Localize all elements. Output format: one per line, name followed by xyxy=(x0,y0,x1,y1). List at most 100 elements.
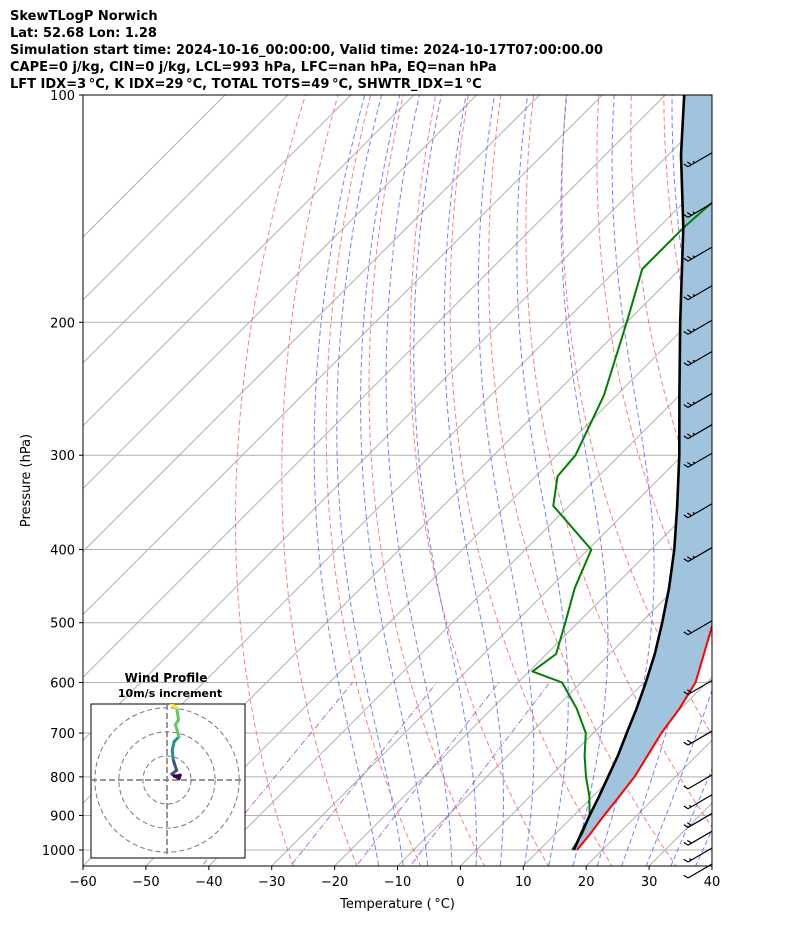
cape-shading xyxy=(573,95,712,850)
wind-barb-flag xyxy=(686,161,692,166)
dry-adiabat-line xyxy=(368,95,486,866)
wind-barb-shaft xyxy=(687,424,713,440)
y-tick-label: 1000 xyxy=(42,844,75,859)
wind-barb-flag xyxy=(686,739,692,744)
hodograph-segment xyxy=(175,706,181,722)
y-axis-label: Pressure (hPa) xyxy=(19,434,34,527)
x-tick-label: 40 xyxy=(704,875,721,890)
y-tick-label: 300 xyxy=(50,449,75,464)
wind-barb-flag xyxy=(683,631,689,636)
x-tick-label: −30 xyxy=(258,875,285,890)
wind-barb-flag xyxy=(683,858,689,863)
wind-barb-flag xyxy=(692,461,696,464)
moist-adiabat-line xyxy=(738,95,794,881)
hodograph-segment xyxy=(173,723,181,739)
moist-adiabat-line xyxy=(313,95,380,866)
wind-barb-flag xyxy=(686,822,692,826)
dry-adiabat-line xyxy=(325,95,422,866)
isotherm-line xyxy=(83,95,352,364)
temperature-line xyxy=(576,622,712,851)
isotherm-line xyxy=(459,613,712,866)
wind-barb-flag xyxy=(692,511,696,515)
chart-title: SkewTLogP Norwich xyxy=(10,9,158,24)
wind-barb-shaft xyxy=(687,503,713,519)
wind-barb xyxy=(683,285,713,301)
wind-barb-shaft xyxy=(687,794,713,810)
isotherm-line xyxy=(83,95,226,238)
wind-barb-flag xyxy=(683,514,689,519)
wind-barb xyxy=(683,812,713,828)
dry-adiabat-line xyxy=(409,95,549,866)
wind-barb-shaft xyxy=(687,246,713,262)
wind-barb-flag xyxy=(686,328,692,333)
moist-adiabat-line xyxy=(596,95,655,866)
wind-barb-flag xyxy=(686,839,692,844)
x-tick-label: 10 xyxy=(515,875,532,890)
wind-barb xyxy=(683,847,713,863)
y-tick-label: 700 xyxy=(50,727,75,742)
wind-barb-flag xyxy=(683,691,689,696)
wind-barb-flag xyxy=(686,255,692,260)
wind-barb-flag xyxy=(689,858,692,861)
wind-barb xyxy=(683,547,713,563)
wind-barb xyxy=(683,452,713,468)
wind-barb xyxy=(683,679,713,696)
hodograph-segment xyxy=(169,704,179,710)
wind-barb-flag xyxy=(686,512,692,517)
mixing-ratio-line xyxy=(409,682,551,866)
dry-adiabat-line xyxy=(728,61,794,882)
wind-barb xyxy=(683,392,713,408)
wind-barb-flag xyxy=(692,401,696,404)
parcel-line xyxy=(572,95,686,851)
wind-barb xyxy=(683,319,713,335)
moist-adiabat-line xyxy=(645,688,712,866)
wind-barb xyxy=(683,246,713,262)
moist-adiabat-line xyxy=(336,95,404,866)
wind-barb-flag xyxy=(683,214,689,218)
hodograph-title: Wind Profile xyxy=(125,671,208,685)
isotherm-line xyxy=(83,95,289,301)
wind-barb xyxy=(683,503,713,519)
wind-barb-shaft xyxy=(687,547,713,563)
x-axis-label: Temperature ( °C) xyxy=(339,897,455,912)
isotherm-line xyxy=(396,550,712,866)
x-tick-label: 0 xyxy=(456,875,464,890)
moist-adiabat-line xyxy=(413,95,477,866)
wind-barb-shaft xyxy=(687,679,713,696)
wind-barb-flag xyxy=(683,435,689,440)
wind-barb-flag xyxy=(683,874,689,879)
moist-adiabat-line xyxy=(443,95,504,866)
wind-barb xyxy=(683,794,713,810)
wind-barb-flag xyxy=(692,293,696,297)
wind-barb-flag xyxy=(683,296,689,301)
wind-barb-flag xyxy=(692,555,696,559)
x-tick-label: 30 xyxy=(641,875,658,890)
wind-barb-flag xyxy=(692,432,696,436)
wind-barb-flag xyxy=(683,163,689,168)
isotherm-line xyxy=(83,95,478,490)
y-tick-label: 900 xyxy=(50,809,75,824)
mixing-ratio-line xyxy=(289,682,438,866)
location-label: Lat: 52.68 Lon: 1.28 xyxy=(10,26,157,41)
wind-barb-flag xyxy=(683,362,689,367)
dry-adiabat-line xyxy=(596,95,712,639)
wind-barb-flag xyxy=(683,404,689,408)
isotherm-line xyxy=(83,110,712,741)
dry-adiabat-line xyxy=(488,95,677,866)
wind-barb-flag xyxy=(683,824,689,828)
dry-adiabat-line xyxy=(663,95,712,411)
wind-barb xyxy=(683,830,713,846)
wind-barb xyxy=(683,351,713,367)
x-tick-label: −60 xyxy=(69,875,96,890)
wind-barb-shaft xyxy=(687,452,713,468)
wind-barb xyxy=(683,774,713,790)
isotherm-line xyxy=(270,424,712,866)
mixing-ratio-line xyxy=(355,682,500,866)
dry-adiabat-line xyxy=(561,95,712,736)
wind-barb-shaft xyxy=(687,319,713,335)
wind-barb-shaft xyxy=(687,774,713,790)
isotherm-line xyxy=(208,362,712,866)
x-tick-label: −40 xyxy=(195,875,222,890)
wind-barb-flag xyxy=(689,804,692,808)
